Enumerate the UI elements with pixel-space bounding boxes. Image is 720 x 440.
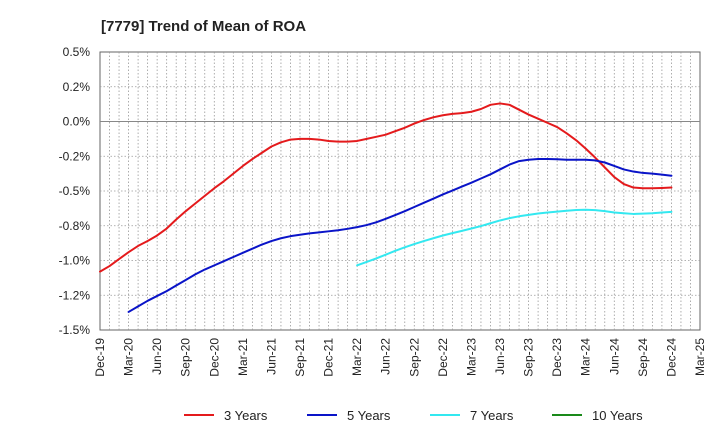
x-tick-label: Mar-24 [579,338,593,376]
y-tick-label: 0.2% [63,80,91,94]
x-tick-label: Mar-21 [236,338,250,376]
y-tick-label: -1.5% [59,323,91,337]
series-line-5-years [127,158,673,313]
x-tick-label: Dec-21 [322,338,336,377]
y-tick-label: -0.8% [59,219,91,233]
legend-label: 3 Years [224,408,268,423]
x-tick-label: Dec-24 [664,338,678,377]
x-axis: Dec-19 Mar-20 Jun-20 Sep-20 Dec-20 Mar-21 Jun-… [93,338,707,377]
y-tick-label: -0.2% [59,149,91,163]
series-line-3-years [99,102,673,273]
x-tick-label: Jun-22 [379,338,393,375]
x-tick-label: Mar-23 [464,338,478,376]
y-tick-label: -0.5% [59,184,91,198]
x-tick-label: Sep-20 [179,338,193,377]
grid [100,52,700,330]
plot-area [99,51,701,331]
legend-label: 7 Years [470,408,514,423]
y-tick-label: 0.5% [63,45,91,59]
x-tick-label: Mar-22 [350,338,364,376]
x-tick-label: Mar-20 [122,338,136,376]
x-tick-label: Dec-20 [207,338,221,377]
x-tick-label: Jun-24 [607,338,621,375]
y-tick-label: 0.0% [63,115,91,129]
x-tick-label: Dec-23 [550,338,564,377]
legend-label: 5 Years [347,408,391,423]
chart-title: [7779] Trend of Mean of ROA [101,18,306,35]
x-tick-label: Jun-23 [493,338,507,375]
x-tick-label: Sep-21 [293,338,307,377]
x-tick-label: Sep-24 [636,338,650,377]
series-lines [99,102,673,313]
legend-label: 10 Years [592,408,643,423]
y-axis: 0.5% 0.2% 0.0% -0.2% -0.5% -0.8% -1.0% -1.2% -1.… [59,45,91,337]
x-tick-label: Sep-22 [407,338,421,377]
y-tick-label: -1.2% [59,288,91,302]
x-tick-label: Jun-21 [264,338,278,375]
x-tick-label: Dec-19 [93,338,107,377]
legend: 3 Years 5 Years 7 Years 10 Years [184,408,643,423]
x-tick-label: Jun-20 [150,338,164,375]
series-line-7-years [356,208,673,267]
y-tick-label: -1.0% [59,254,91,268]
x-tick-label: Dec-22 [436,338,450,377]
x-tick-label: Mar-25 [693,338,707,376]
x-tick-label: Sep-23 [522,338,536,377]
